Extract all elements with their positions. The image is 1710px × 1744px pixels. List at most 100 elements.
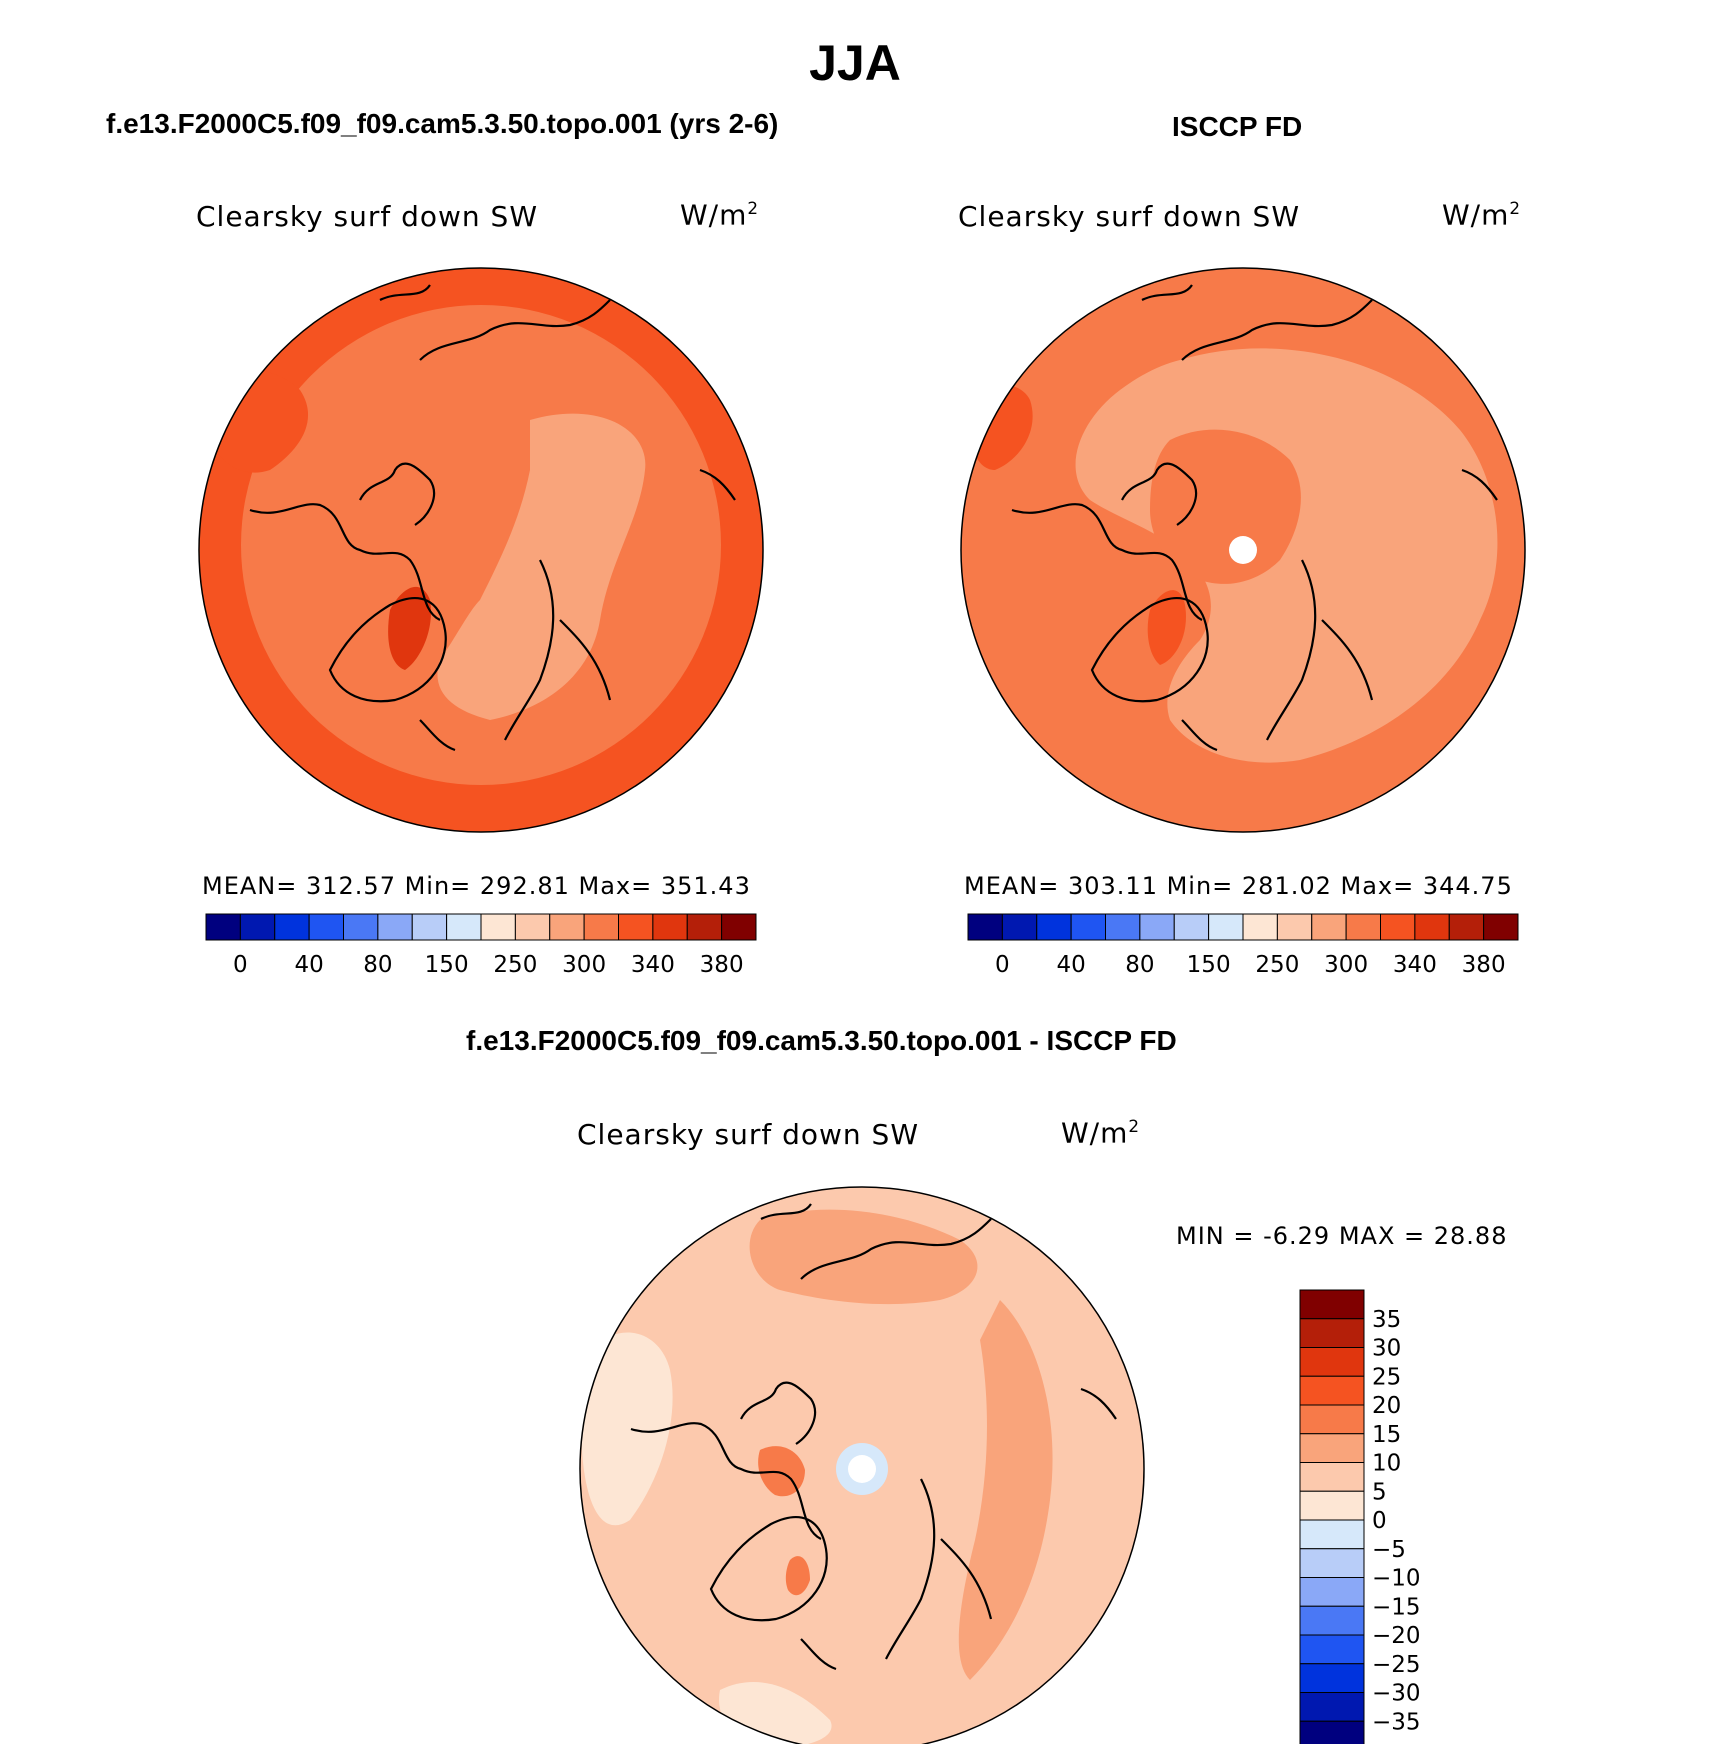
panel1-colorbar-box-15 bbox=[721, 913, 757, 941]
panel2-colorbar-box-4 bbox=[1105, 913, 1141, 941]
panel3-colorbar-tick-label: 5 bbox=[1372, 1479, 1387, 1505]
panel1-colorbar-tick-label: 0 bbox=[233, 952, 248, 978]
panel1-colorbar-tick-label: 150 bbox=[425, 952, 469, 978]
panel2-map-border bbox=[960, 267, 1526, 833]
panel3-colorbar-box-3 bbox=[1299, 1375, 1365, 1406]
panel3-colorbar-tick-label: 30 bbox=[1372, 1336, 1401, 1362]
panel3-map-pole-hole bbox=[848, 1455, 876, 1483]
panel3-colorbar-box-14 bbox=[1299, 1692, 1365, 1722]
panel3-colorbar-box-8 bbox=[1299, 1519, 1365, 1550]
panel2-coastlines bbox=[1011, 284, 1498, 752]
panel2-variable: Clearsky surf down SW bbox=[958, 200, 1301, 233]
panel3-map-north-band bbox=[749, 1209, 978, 1305]
panel3-colorbar-tick-label: 10 bbox=[1372, 1451, 1401, 1477]
panel2-colorbar-box-13 bbox=[1414, 913, 1450, 941]
panel3-colorbar-box-1 bbox=[1299, 1318, 1365, 1348]
panel3-colorbar-box-2 bbox=[1299, 1347, 1365, 1377]
panel2-map-central-region bbox=[1150, 429, 1301, 584]
panel3-colorbar-tick-label: −10 bbox=[1372, 1566, 1421, 1592]
panel3-title: f.e13.F2000C5.f09_f09.cam5.3.50.topo.001… bbox=[466, 1025, 1177, 1056]
panel2-colorbar-box-6 bbox=[1173, 913, 1210, 941]
panel2-colorbar-tick-label: 250 bbox=[1255, 952, 1299, 978]
panel1-colorbar-box-7 bbox=[446, 913, 482, 941]
panel3-colorbar-box-12 bbox=[1299, 1634, 1365, 1665]
panel2-title: ISCCP FD bbox=[1172, 111, 1303, 142]
panel1-colorbar-tick-label: 340 bbox=[631, 952, 675, 978]
panel3-map-greenland-high bbox=[785, 1556, 810, 1596]
panel3-colorbar-tick-label: 0 bbox=[1372, 1508, 1387, 1534]
panel2-colorbar-box-2 bbox=[1036, 913, 1072, 941]
panel2-colorbar-tick-label: 80 bbox=[1125, 952, 1154, 978]
panel1-colorbar-box-0 bbox=[205, 913, 241, 941]
panel3-coastlines bbox=[630, 1203, 1117, 1671]
panel1-colorbar-box-4 bbox=[343, 913, 379, 941]
panel1-colorbar-box-12 bbox=[618, 913, 654, 941]
panel1-colorbar-box-5 bbox=[377, 913, 413, 941]
panel3-map-east-band bbox=[958, 1300, 1053, 1680]
panel1-colorbar-box-8 bbox=[480, 913, 516, 941]
panel2-colorbar-tick-label: 340 bbox=[1393, 952, 1437, 978]
panel2-stats: MEAN= 303.11 Min= 281.02 Max= 344.75 bbox=[964, 872, 1513, 900]
panel2-colorbar-box-12 bbox=[1380, 913, 1416, 941]
panel3-units: W/m2 bbox=[1061, 1116, 1141, 1150]
panel3-colorbar-tick-label: −30 bbox=[1372, 1681, 1421, 1707]
panel3-stats: MIN = -6.29 MAX = 28.88 bbox=[1176, 1222, 1508, 1250]
panel3-map-west-low bbox=[581, 1332, 673, 1526]
panel1-colorbar-tick-label: 300 bbox=[562, 952, 606, 978]
panel1-map-border bbox=[198, 267, 764, 833]
panel3-colorbar-tick-label: 15 bbox=[1372, 1422, 1401, 1448]
panel1-variable: Clearsky surf down SW bbox=[196, 200, 539, 233]
panel1-colorbar-tick-label: 250 bbox=[493, 952, 537, 978]
panel2-colorbar-box-1 bbox=[1001, 913, 1038, 941]
panel3-colorbar-tick-label: 35 bbox=[1372, 1307, 1401, 1333]
panel3-colorbar-tick-label: −25 bbox=[1372, 1652, 1421, 1678]
panel2-colorbar-box-5 bbox=[1139, 913, 1175, 941]
panel2-colorbar-box-3 bbox=[1070, 913, 1106, 941]
panel2-colorbar-tick-label: 0 bbox=[995, 952, 1010, 978]
panel1-colorbar-box-10 bbox=[549, 913, 585, 941]
panel1-map-light-region bbox=[437, 413, 646, 720]
panel1-colorbar-box-9 bbox=[514, 913, 551, 941]
panel1-colorbar-box-11 bbox=[583, 913, 619, 941]
panel1-colorbar-box-2 bbox=[274, 913, 310, 941]
panel3-map bbox=[579, 1186, 1145, 1744]
panel3-colorbar-tick-label: −15 bbox=[1372, 1594, 1421, 1620]
panel1-stats: MEAN= 312.57 Min= 292.81 Max= 351.43 bbox=[202, 872, 751, 900]
panel3-colorbar-box-5 bbox=[1299, 1433, 1365, 1463]
panel2-colorbar-box-10 bbox=[1311, 913, 1347, 941]
panel2-colorbar-tick-label: 300 bbox=[1324, 952, 1368, 978]
panel1-coastlines bbox=[249, 284, 736, 752]
panel3-colorbar-tick-label: −20 bbox=[1372, 1623, 1421, 1649]
panel3-colorbar-box-0 bbox=[1299, 1289, 1365, 1320]
panel1-colorbar-tick-label: 80 bbox=[363, 952, 392, 978]
panel1-colorbar-tick-label: 40 bbox=[294, 952, 323, 978]
panel1-title: f.e13.F2000C5.f09_f09.cam5.3.50.topo.001… bbox=[106, 108, 779, 139]
panel1-colorbar-box-13 bbox=[652, 913, 688, 941]
panel2-colorbar: 0 40 80 150 250 300 340 380 bbox=[967, 913, 1519, 978]
panel1-map bbox=[198, 267, 764, 833]
panel3-colorbar-box-11 bbox=[1299, 1605, 1365, 1636]
panel2-map-greenland-high bbox=[1147, 590, 1186, 665]
panel2-colorbar-box-7 bbox=[1208, 913, 1244, 941]
panel3-colorbar-box-10 bbox=[1299, 1577, 1365, 1607]
panel2-colorbar-box-9 bbox=[1276, 913, 1313, 941]
panel1-colorbar-box-3 bbox=[308, 913, 344, 941]
panel3-map-border bbox=[579, 1186, 1145, 1744]
panel1-colorbar-tick-label: 380 bbox=[700, 952, 744, 978]
panel2-colorbar-box-14 bbox=[1448, 913, 1485, 941]
panel3-colorbar-box-13 bbox=[1299, 1663, 1365, 1693]
panel1-units: W/m2 bbox=[680, 198, 760, 232]
panel1-colorbar-box-1 bbox=[239, 913, 276, 941]
panel1-colorbar: 0 40 80 150 250 300 340 380 bbox=[205, 913, 757, 978]
panel2-colorbar-box-8 bbox=[1242, 913, 1278, 941]
panel3-colorbar-tick-label: 25 bbox=[1372, 1364, 1401, 1390]
panel1-colorbar-box-6 bbox=[411, 913, 448, 941]
panel3-colorbar-box-7 bbox=[1299, 1490, 1365, 1521]
panel3-colorbar-box-9 bbox=[1299, 1548, 1365, 1578]
panel2-colorbar-tick-label: 40 bbox=[1056, 952, 1085, 978]
panel3-variable: Clearsky surf down SW bbox=[577, 1118, 920, 1151]
panel2-map bbox=[960, 267, 1526, 833]
panel2-colorbar-tick-label: 380 bbox=[1462, 952, 1506, 978]
